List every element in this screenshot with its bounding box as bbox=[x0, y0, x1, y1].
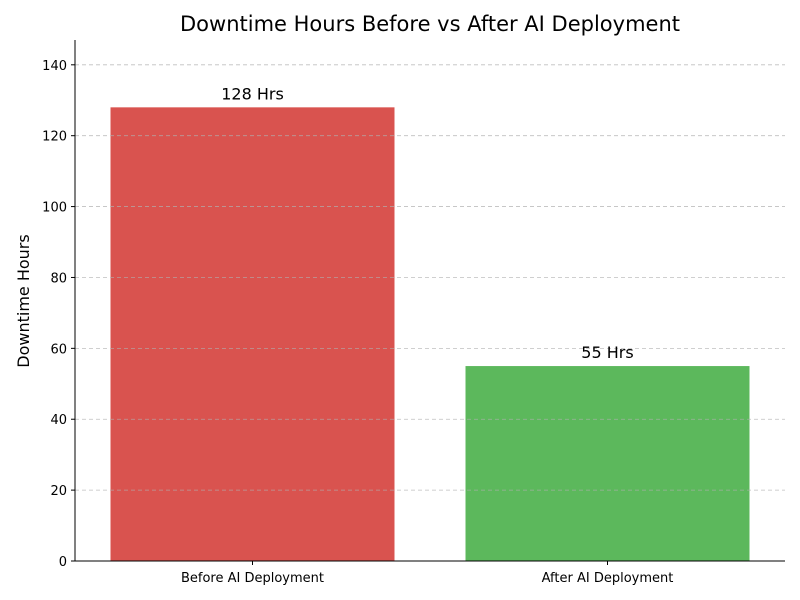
x-tick-label: Before AI Deployment bbox=[181, 571, 324, 586]
y-tick-label: 120 bbox=[42, 130, 67, 145]
y-axis-label: Downtime Hours bbox=[14, 234, 33, 367]
data-label: 55 Hrs bbox=[581, 343, 633, 362]
y-tick-label: 0 bbox=[59, 555, 67, 570]
y-tick-label: 40 bbox=[50, 413, 67, 428]
y-tick-label: 60 bbox=[50, 342, 67, 357]
x-tick-label: After AI Deployment bbox=[542, 571, 674, 586]
y-tick-label: 20 bbox=[50, 484, 67, 499]
y-tick-label: 80 bbox=[50, 271, 67, 286]
bar bbox=[110, 107, 395, 561]
bar bbox=[465, 366, 750, 561]
y-tick-label: 140 bbox=[42, 59, 67, 74]
chart-title: Downtime Hours Before vs After AI Deploy… bbox=[180, 12, 680, 36]
y-tick-label: 100 bbox=[42, 201, 67, 216]
data-label: 128 Hrs bbox=[221, 84, 284, 103]
